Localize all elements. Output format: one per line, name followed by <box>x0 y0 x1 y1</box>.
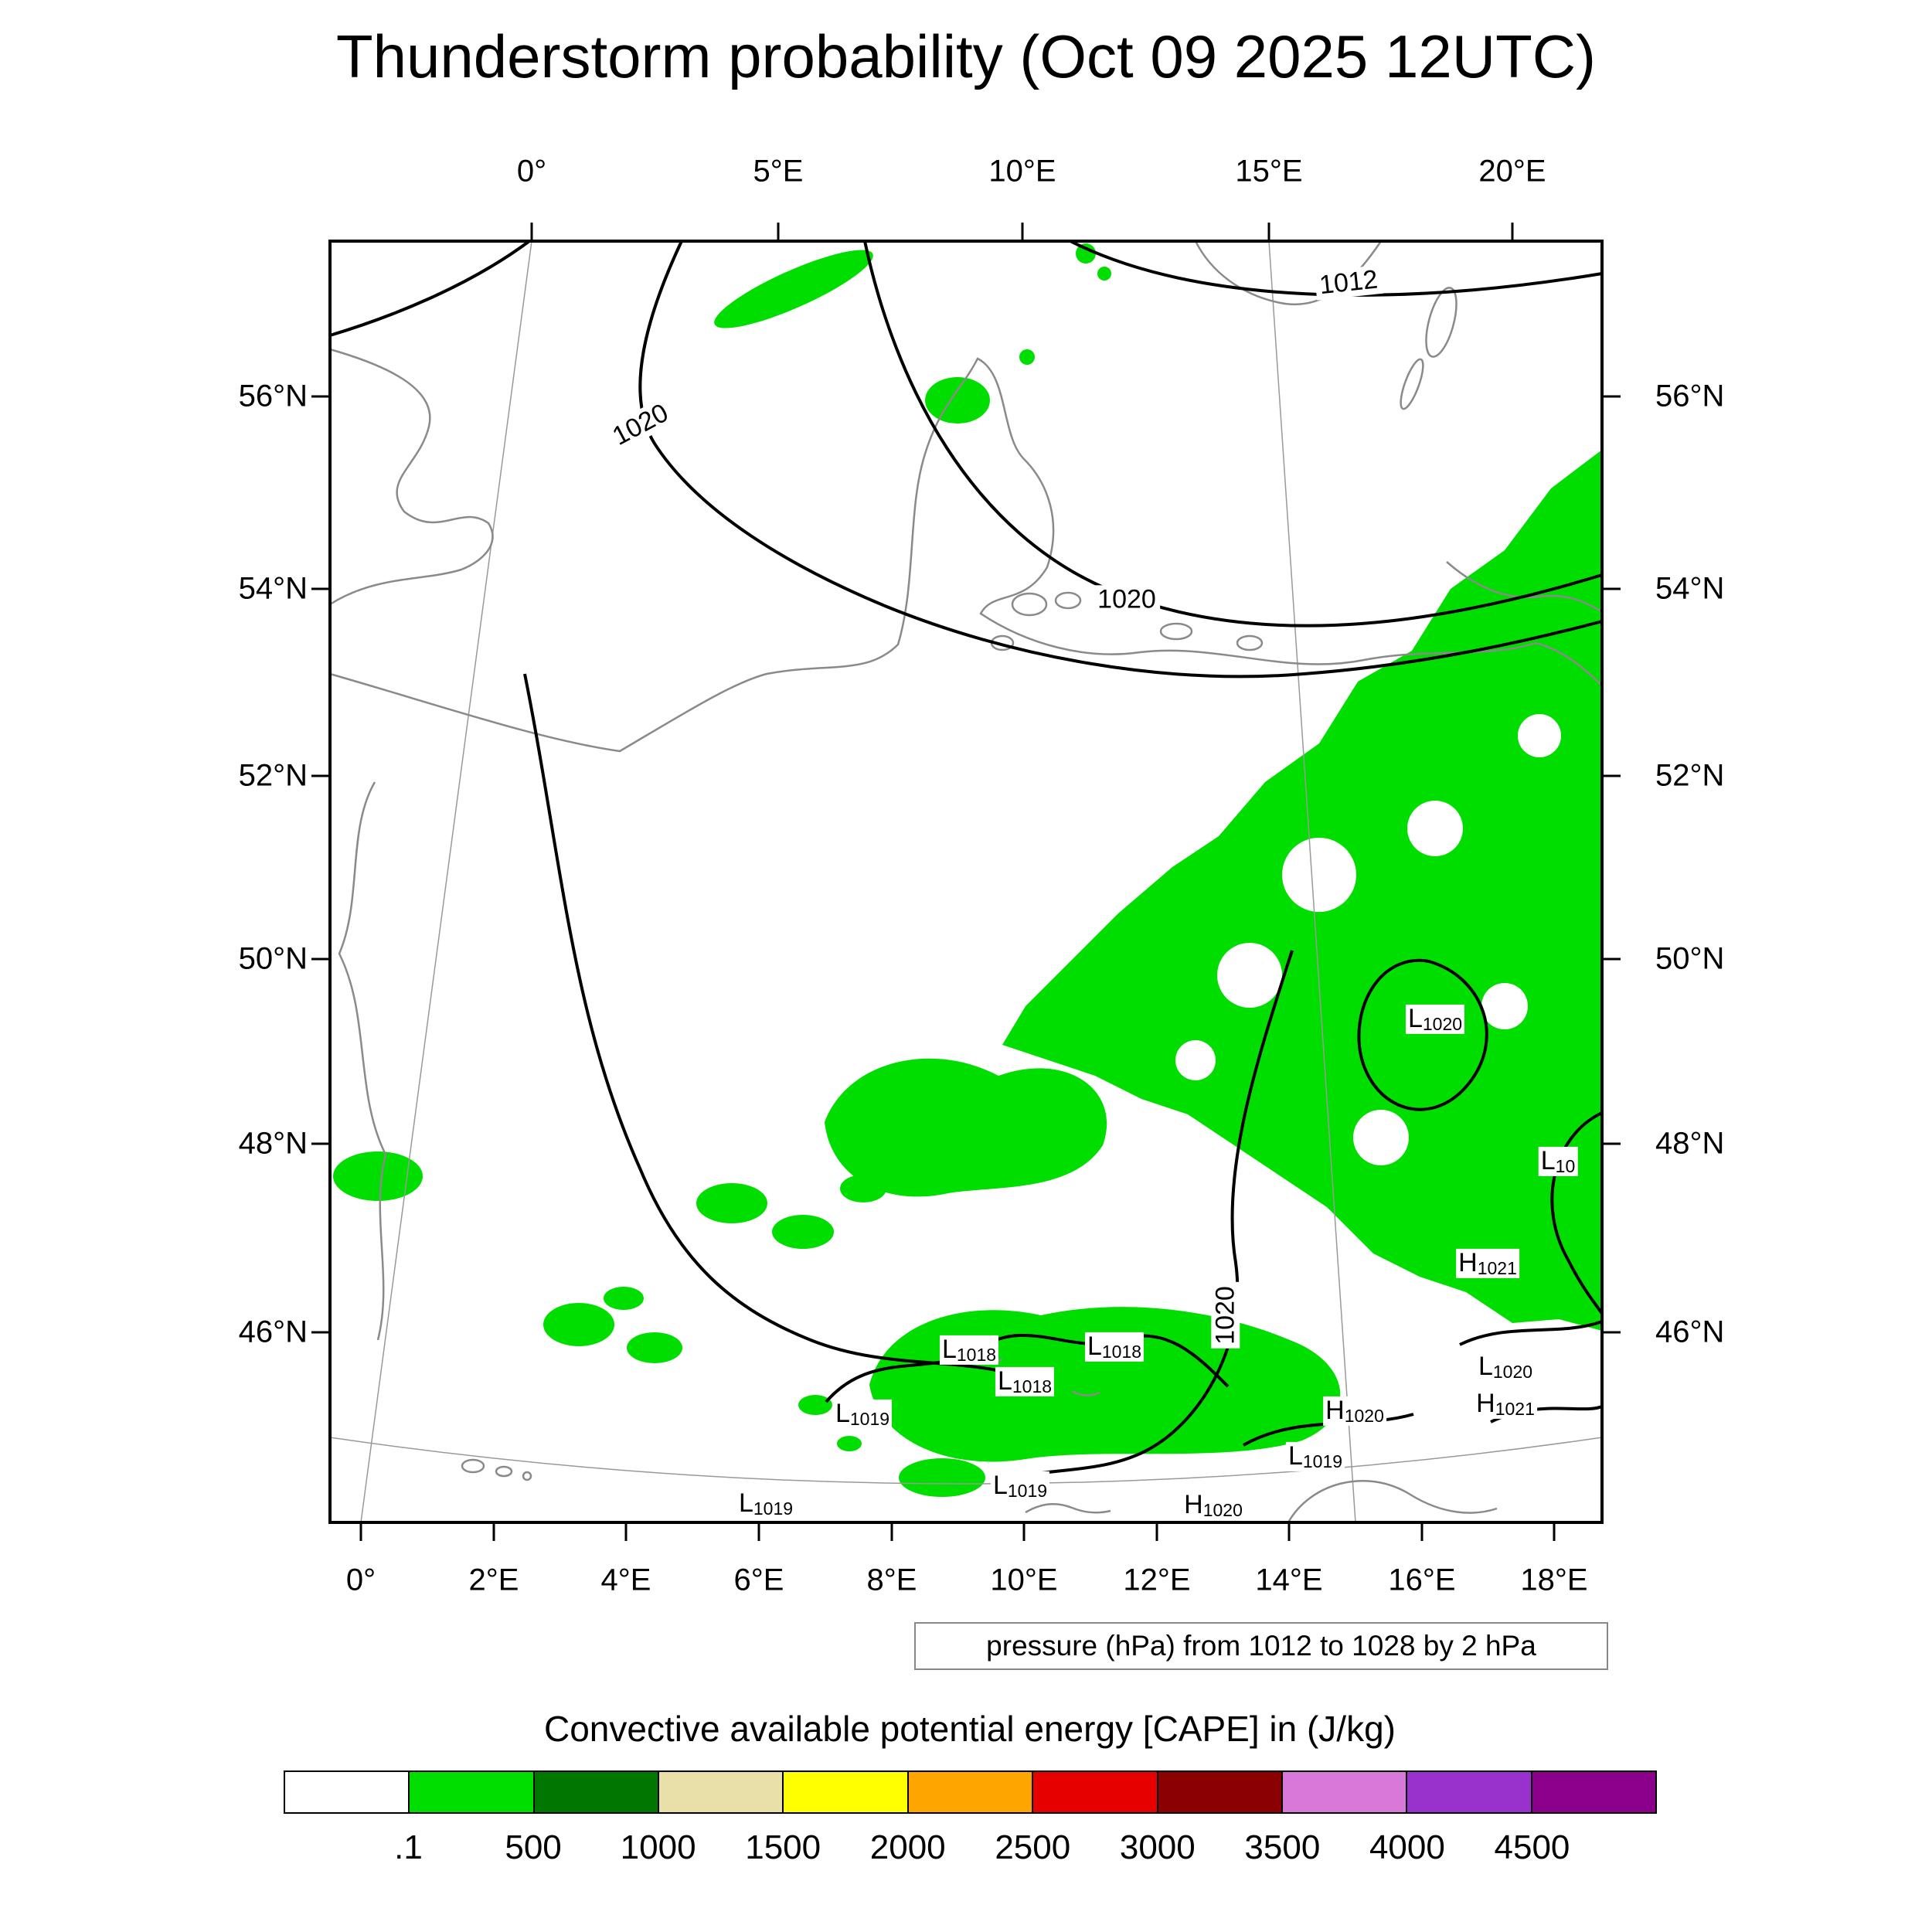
colorbar-tick-label: .1 <box>394 1828 423 1866</box>
axis-bottom-label-3: 6°E <box>733 1563 784 1597</box>
axis-bottom-label-5: 10°E <box>990 1563 1058 1597</box>
axis-bottom-label-4: 8°E <box>866 1563 917 1597</box>
meridian-15e <box>1268 240 1356 1523</box>
page-title: Thunderstorm probability (Oct 09 2025 12… <box>335 22 1597 90</box>
pressure-center-10: L1019 <box>1285 1441 1345 1472</box>
meridian-0e <box>360 240 532 1523</box>
colorbar-tick-label: 3500 <box>1244 1828 1321 1866</box>
pressure-center-11: L1019 <box>990 1471 1050 1502</box>
colorbar-tick-label: 500 <box>505 1828 562 1866</box>
pressure-center-4: L1018 <box>1084 1332 1145 1362</box>
pressure-center-6: L1019 <box>832 1399 893 1430</box>
pressure-center-8: L1020 <box>1475 1352 1536 1383</box>
island-funen <box>1054 591 1082 610</box>
coast-baltic-gulf <box>1446 561 1603 614</box>
colorbar-tick-label: 2500 <box>995 1828 1071 1866</box>
parallel-south <box>329 1437 1603 1485</box>
island-bornholm <box>1236 634 1264 651</box>
coast-adriatic <box>1287 1479 1498 1523</box>
colorbar-cell <box>1407 1772 1532 1812</box>
colorbar <box>284 1770 1657 1814</box>
island-gotland <box>1425 287 1458 358</box>
pressure-center-13: H1020 <box>1182 1490 1245 1521</box>
axis-right-label-2: 52°N <box>1655 758 1725 793</box>
cape-shading-layer <box>333 243 1602 1497</box>
colorbar-tick-label: 1000 <box>620 1828 696 1866</box>
axis-bottom-label-8: 16°E <box>1388 1563 1456 1597</box>
coast-france-west <box>338 781 387 1341</box>
coastline-layer <box>329 240 1603 1523</box>
pressure-center-2: H1021 <box>1456 1248 1519 1279</box>
colorbar-ticks: .1 500 1000 1500 2000 2500 3000 3500 4000 4500 <box>284 1828 1657 1875</box>
axis-left-label-5: 46°N <box>238 1315 308 1349</box>
isobar-label-1020-b: 1020 <box>1094 584 1160 614</box>
colorbar-cell <box>784 1772 909 1812</box>
axis-ticks <box>311 223 1621 1541</box>
axis-bottom-label-2: 4°E <box>600 1563 651 1597</box>
axis-top-label-4: 20°E <box>1478 154 1546 189</box>
pressure-center-9: H1021 <box>1474 1389 1537 1420</box>
pressure-center-1: L10 <box>1538 1146 1578 1177</box>
axis-bottom-label-1: 2°E <box>468 1563 519 1597</box>
colorbar-cell <box>908 1772 1034 1812</box>
colorbar-tick-label: 4000 <box>1369 1828 1445 1866</box>
colorbar-cell <box>410 1772 535 1812</box>
colorbar-cell <box>285 1772 410 1812</box>
axis-top-label-3: 15°E <box>1235 154 1303 189</box>
colorbar-tick-label: 2000 <box>869 1828 946 1866</box>
axis-left-label-4: 48°N <box>238 1126 308 1161</box>
pressure-center-7: H1020 <box>1323 1396 1386 1427</box>
colorbar-cell <box>1158 1772 1283 1812</box>
axis-left-label-0: 56°N <box>238 379 308 413</box>
axis-top-label-0: 0° <box>516 154 547 189</box>
pressure-center-12: L1019 <box>736 1488 796 1519</box>
axis-top-label-1: 5°E <box>753 154 804 189</box>
map-border <box>328 240 1604 1524</box>
axis-left-label-1: 54°N <box>238 571 308 606</box>
island-oland <box>1400 358 1424 410</box>
coast-liguria <box>1025 1503 1111 1514</box>
cape-region-central <box>825 1058 1107 1197</box>
colorbar-cell <box>659 1772 784 1812</box>
axis-right-label-0: 56°N <box>1655 379 1725 413</box>
coast-england <box>329 348 494 606</box>
coast-continent <box>329 357 1603 753</box>
axis-bottom-label-9: 18°E <box>1520 1563 1588 1597</box>
colorbar-cell <box>1532 1772 1655 1812</box>
axis-bottom-label-0: 0° <box>345 1563 376 1597</box>
axis-bottom-label-6: 12°E <box>1123 1563 1191 1597</box>
colorbar-tick-label: 3000 <box>1119 1828 1196 1866</box>
pressure-center-5: L1018 <box>995 1366 1055 1397</box>
axis-right-label-3: 50°N <box>1655 941 1725 976</box>
axis-right-label-5: 46°N <box>1655 1315 1725 1349</box>
colorbar-tick-label: 4500 <box>1494 1828 1570 1866</box>
colorbar-cell <box>534 1772 660 1812</box>
axis-right-label-4: 48°N <box>1655 1126 1725 1161</box>
pressure-center-0: L1020 <box>1405 1004 1465 1035</box>
isobar-label-1020-c: 1020 <box>1210 1282 1240 1349</box>
axis-bottom-label-7: 14°E <box>1255 1563 1323 1597</box>
island-ruegen <box>1159 622 1193 641</box>
axis-left-label-3: 50°N <box>238 941 308 976</box>
pressure-center-3: L1018 <box>939 1335 999 1366</box>
axis-top-label-2: 10°E <box>988 154 1056 189</box>
axis-right-label-1: 54°N <box>1655 571 1725 606</box>
colorbar-tick-label: 1500 <box>745 1828 821 1866</box>
colorbar-cell <box>1033 1772 1158 1812</box>
colorbar-cell <box>1282 1772 1408 1812</box>
map-graphic <box>311 223 1621 1541</box>
legend-title: Convective available potential energy [C… <box>543 1709 1396 1749</box>
axis-left-label-2: 52°N <box>238 758 308 793</box>
pressure-caption: pressure (hPa) from 1012 to 1028 by 2 hP… <box>914 1622 1608 1670</box>
island-zealand <box>1011 592 1048 617</box>
graticule-layer <box>329 240 1603 1523</box>
cape-region-south <box>869 1307 1341 1462</box>
